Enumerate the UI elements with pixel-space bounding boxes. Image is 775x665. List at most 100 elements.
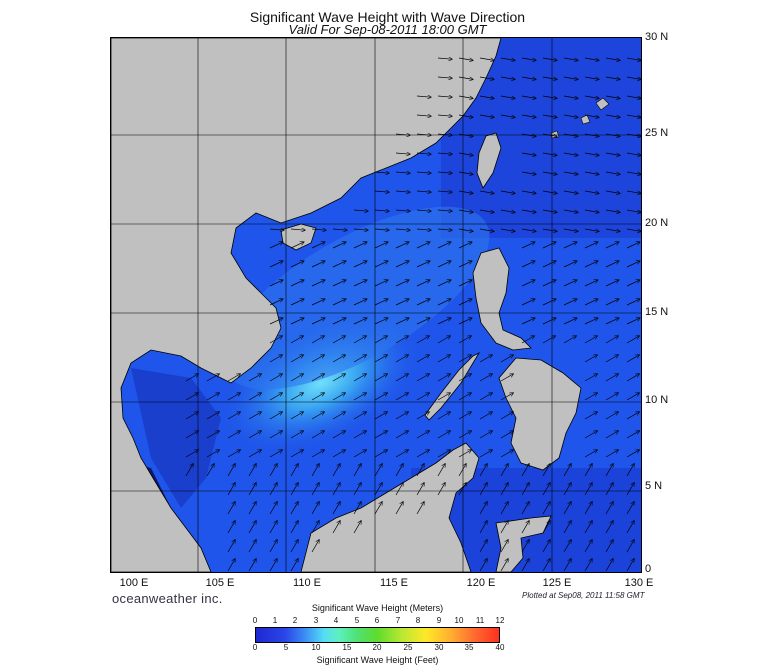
wave-arrow — [416, 464, 424, 477]
wave-arrow — [353, 336, 366, 344]
wave-arrow — [542, 133, 557, 136]
wave-arrow — [227, 431, 240, 439]
wave-arrow — [353, 261, 367, 268]
wave-arrow — [605, 171, 620, 174]
wave-arrow — [374, 242, 388, 249]
wave-arrow — [311, 229, 326, 230]
wave-arrow — [479, 355, 492, 363]
wave-arrow — [374, 261, 388, 268]
wave-arrow — [521, 464, 529, 477]
wave-arrow — [563, 228, 578, 231]
wave-arrow — [563, 76, 578, 79]
wave-arrow — [542, 228, 557, 231]
wave-arrow — [458, 355, 471, 363]
tick-ft: 15 — [342, 643, 352, 652]
wave-arrow — [626, 261, 640, 268]
lon-label-125e: 125 E — [542, 577, 572, 589]
wave-arrow — [479, 190, 494, 193]
wave-arrow — [437, 242, 451, 249]
wave-arrow — [605, 152, 620, 155]
wave-arrow — [458, 242, 472, 249]
lon-label-110e: 110 E — [293, 577, 321, 589]
wave-arrow — [311, 261, 325, 268]
wave-arrow — [563, 171, 578, 174]
wave-arrow — [500, 431, 513, 439]
wave-arrow — [458, 171, 473, 174]
wave-arrow — [584, 57, 599, 60]
wave-arrow — [626, 521, 634, 534]
wave-arrow — [584, 76, 599, 79]
wave-arrow — [395, 191, 410, 192]
wave-arrow — [521, 540, 529, 553]
wave-arrow — [521, 171, 536, 174]
wave-arrow — [563, 209, 578, 212]
wave-arrow — [458, 483, 466, 496]
wave-arrow — [626, 559, 634, 572]
wave-arrow — [605, 502, 613, 515]
wave-arrow — [521, 559, 529, 572]
wave-arrow — [563, 464, 571, 477]
wave-arrow — [332, 393, 345, 401]
wave-arrow — [395, 318, 409, 325]
wave-arrow — [248, 393, 261, 401]
wave-arrow — [458, 336, 471, 344]
wave-arrow — [437, 153, 452, 154]
lon-label-115e: 115 E — [380, 577, 408, 589]
wave-arrow — [605, 57, 620, 60]
wave-arrow — [626, 57, 641, 60]
wave-arrow — [353, 318, 367, 325]
wave-arrow — [500, 374, 513, 382]
wave-arrow — [416, 412, 429, 420]
wave-arrow — [521, 318, 535, 325]
wave-arrow — [353, 229, 368, 230]
wave-arrow — [353, 431, 366, 439]
wave-arrow — [584, 502, 592, 515]
wave-arrow — [437, 374, 450, 382]
wave-arrow — [269, 336, 282, 344]
wave-arrow — [185, 374, 198, 382]
tick-m: 9 — [436, 616, 442, 625]
wave-arrow — [374, 210, 389, 211]
wave-arrow — [626, 450, 639, 458]
wave-arrow — [227, 521, 235, 534]
tick-m: 0 — [252, 616, 258, 625]
wave-arrow — [248, 502, 256, 515]
wave-arrow — [290, 374, 303, 382]
wave-arrow — [437, 464, 445, 477]
wave-arrow — [269, 355, 282, 363]
wave-arrow — [563, 57, 578, 60]
wave-arrow — [521, 152, 536, 155]
wave-arrow — [605, 95, 620, 98]
wave-arrow — [458, 393, 471, 401]
wave-arrow — [521, 502, 529, 515]
wave-arrow — [353, 502, 361, 515]
wave-arrow — [374, 483, 382, 496]
wave-arrow — [521, 209, 536, 212]
wave-arrow — [605, 114, 620, 117]
wave-arrow — [311, 540, 319, 553]
wave-arrow — [626, 242, 640, 249]
wave-arrow — [521, 190, 536, 193]
wave-arrow — [605, 450, 618, 458]
wave-arrow — [542, 464, 550, 477]
wave-arrow — [542, 521, 550, 534]
wave-arrow — [416, 191, 431, 192]
land-taiwan — [476, 132, 502, 189]
tick-m: 12 — [495, 616, 505, 625]
wave-arrow — [605, 228, 620, 231]
wave-arrow — [458, 412, 471, 420]
wave-arrow — [290, 540, 298, 553]
wave-arrow — [437, 172, 452, 173]
wave-arrow — [248, 374, 261, 382]
wave-arrow — [437, 191, 452, 192]
wave-arrow — [416, 261, 430, 268]
wave-arrow — [542, 540, 550, 553]
wave-arrow — [626, 318, 640, 325]
wave-arrow — [584, 242, 598, 249]
lat-label-5n: 5 N — [645, 480, 663, 492]
wave-arrow — [584, 483, 592, 496]
wave-arrow — [605, 464, 613, 477]
wave-arrow — [479, 76, 494, 79]
wave-arrow — [542, 190, 557, 193]
wave-arrow — [374, 393, 387, 401]
